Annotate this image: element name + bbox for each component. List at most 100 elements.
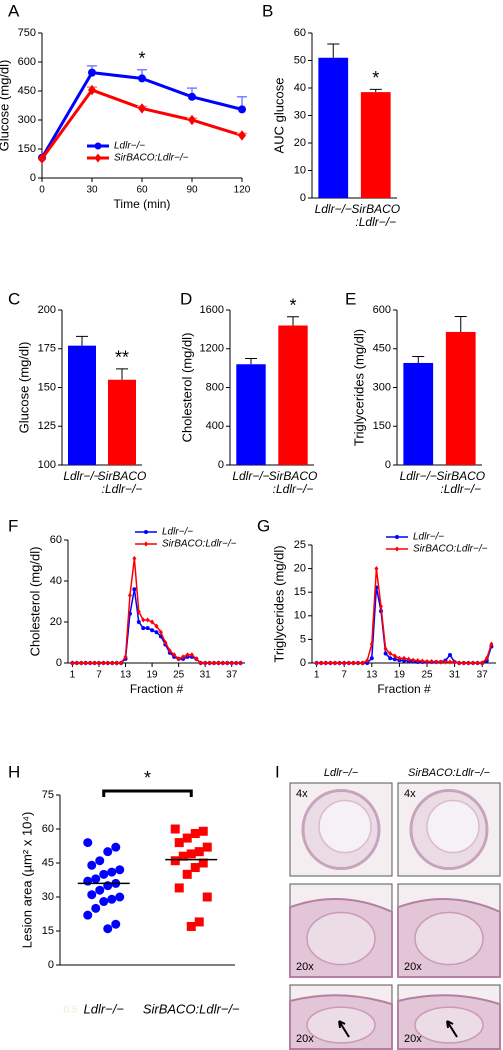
y-axis-label: Glucose (mg/dl) [16, 342, 31, 434]
marker [238, 130, 246, 141]
point [87, 860, 97, 870]
marker [138, 103, 146, 114]
marker [88, 84, 96, 96]
marker [466, 660, 471, 666]
point [194, 917, 204, 927]
panel-label: C [8, 289, 20, 308]
x-tick-label: 37 [226, 670, 238, 681]
y-tick-label: 20 [294, 137, 306, 149]
y-axis-label: Cholesterol (mg/dl) [27, 547, 42, 657]
error-bar [369, 88, 382, 93]
y-tick-label: 20 [50, 616, 62, 628]
y-tick-label: 100 [38, 459, 56, 471]
marker [425, 658, 429, 665]
legend-label: Ldlr−/− [162, 527, 193, 538]
error-bar [116, 368, 128, 380]
y-tick-label: 45 [42, 857, 54, 869]
marker [150, 628, 155, 633]
marker [369, 656, 374, 661]
point [186, 921, 196, 931]
marker [188, 92, 196, 101]
marker [150, 619, 155, 625]
point [91, 874, 101, 884]
marker [383, 646, 388, 652]
marker [337, 660, 342, 666]
marker [92, 660, 97, 666]
marker [154, 623, 159, 629]
y-tick-label: 1600 [200, 304, 224, 316]
marker [79, 660, 84, 666]
y-tick-label: 400 [206, 420, 224, 432]
marker [480, 660, 485, 666]
y-tick-label: 10 [294, 610, 306, 622]
tissue [306, 911, 376, 966]
point [182, 869, 192, 879]
y-tick-label: 150 [18, 143, 36, 155]
marker [216, 660, 221, 666]
marker [181, 654, 186, 660]
marker [457, 660, 462, 666]
y-tick-label: 5 [300, 633, 306, 645]
point [111, 842, 121, 852]
marker [83, 660, 88, 666]
point [198, 858, 208, 868]
tissue [426, 799, 480, 854]
x-tick-label: 1.5 [146, 1005, 160, 1016]
marker [198, 660, 203, 666]
point [103, 924, 113, 934]
magnification: 4x [404, 788, 416, 800]
tissue [414, 911, 484, 966]
marker [420, 658, 425, 664]
panel: C 100 125 150 175 200 Glucose (mg/dl) Ldlr−/−Si… [8, 289, 146, 496]
y-tick-label: 25 [294, 539, 306, 551]
marker [145, 626, 150, 631]
y-tick-label: 175 [38, 343, 56, 355]
y-tick-label: 30 [42, 891, 54, 903]
point [174, 883, 184, 893]
y-tick-label: 0 [218, 459, 224, 471]
x-tick-label: SirBACO:Ldlr−/− [436, 469, 485, 496]
marker [448, 659, 452, 665]
marker [132, 555, 137, 562]
x-tick-label: 19 [394, 670, 406, 681]
x-tick-label: 31 [200, 670, 212, 681]
y-tick-label: 125 [38, 420, 56, 432]
y-tick-label: 60 [50, 534, 62, 546]
marker [415, 658, 420, 664]
x-tick-label: SirBACO:Ldlr−/− [351, 202, 400, 229]
y-tick-label: 750 [18, 27, 36, 39]
point [95, 856, 105, 866]
point [83, 876, 93, 886]
legend-label: SirBACO:Ldlr−/− [413, 544, 488, 555]
marker [127, 592, 132, 598]
point [194, 847, 204, 857]
panel-label: H [8, 762, 20, 781]
significance: ** [115, 348, 129, 368]
error-bar [76, 335, 88, 346]
marker [365, 658, 370, 664]
marker [38, 153, 46, 164]
marker [172, 652, 177, 658]
series-line [316, 568, 493, 664]
marker [411, 657, 416, 663]
error-bar [245, 357, 257, 365]
x-tick-label: SirBACO:Ldlr−/− [143, 1001, 240, 1016]
x-tick-label: 90 [186, 185, 198, 196]
marker [88, 660, 93, 666]
marker [70, 660, 75, 666]
x-tick-label: 0 [39, 185, 45, 196]
error-bar [454, 315, 467, 332]
marker [229, 660, 234, 666]
y-tick-label: 150 [373, 420, 391, 432]
x-tick-label: Ldlr−/− [63, 469, 100, 483]
marker [314, 660, 319, 666]
marker [471, 660, 475, 666]
y-axis-label: AUC glucose [271, 78, 286, 154]
marker [383, 651, 388, 656]
point [91, 903, 101, 913]
x-tick-label: Ldlr−/− [400, 469, 437, 483]
x-tick-label: Ldlr−/− [84, 1001, 125, 1016]
marker [434, 659, 439, 665]
panel-label: I [275, 762, 280, 781]
x-tick-label: 1 [70, 670, 76, 681]
